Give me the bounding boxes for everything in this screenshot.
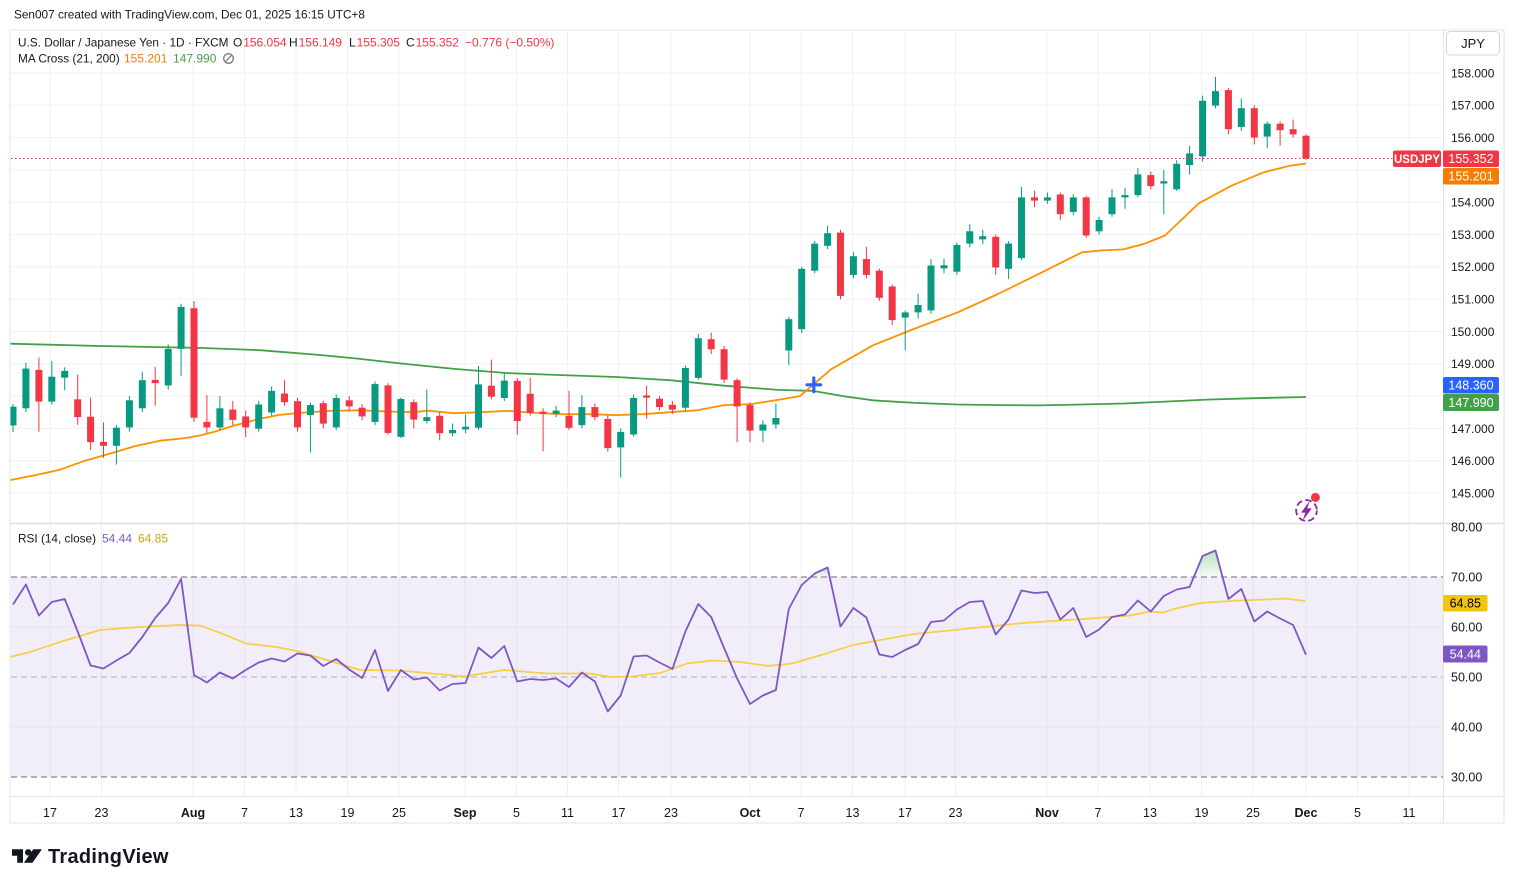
svg-text:149.000: 149.000 bbox=[1451, 357, 1495, 371]
svg-text:−0.776 (−0.50%): −0.776 (−0.50%) bbox=[465, 36, 554, 50]
svg-text:13: 13 bbox=[289, 806, 303, 820]
svg-text:64.85: 64.85 bbox=[138, 532, 168, 546]
svg-text:155.201: 155.201 bbox=[1448, 170, 1493, 184]
svg-text:148.360: 148.360 bbox=[1448, 379, 1493, 393]
svg-text:54.44: 54.44 bbox=[1450, 647, 1481, 661]
svg-text:17: 17 bbox=[43, 806, 57, 820]
svg-text:TradingView: TradingView bbox=[48, 846, 169, 868]
svg-text:23: 23 bbox=[664, 806, 678, 820]
svg-text:147.000: 147.000 bbox=[1451, 422, 1495, 436]
svg-text:152.000: 152.000 bbox=[1451, 260, 1495, 274]
svg-text:7: 7 bbox=[798, 806, 805, 820]
svg-text:Nov: Nov bbox=[1035, 806, 1059, 820]
svg-text:5: 5 bbox=[1354, 806, 1361, 820]
svg-text:54.44: 54.44 bbox=[102, 532, 132, 546]
svg-text:147.990: 147.990 bbox=[173, 52, 217, 66]
svg-text:155.352: 155.352 bbox=[416, 36, 460, 50]
svg-text:151.000: 151.000 bbox=[1451, 293, 1495, 307]
svg-text:154.000: 154.000 bbox=[1451, 196, 1495, 210]
svg-text:155.201: 155.201 bbox=[124, 52, 168, 66]
svg-text:17: 17 bbox=[898, 806, 912, 820]
svg-text:RSI (14, close): RSI (14, close) bbox=[18, 532, 96, 546]
svg-text:Sep: Sep bbox=[454, 806, 477, 820]
svg-text:23: 23 bbox=[949, 806, 963, 820]
svg-text:156.054: 156.054 bbox=[243, 36, 287, 50]
svg-text:60.00: 60.00 bbox=[1451, 621, 1482, 635]
svg-text:50.00: 50.00 bbox=[1451, 671, 1482, 685]
svg-text:155.305: 155.305 bbox=[357, 36, 401, 50]
svg-text:Dec: Dec bbox=[1295, 806, 1318, 820]
svg-text:19: 19 bbox=[341, 806, 355, 820]
svg-text:U.S. Dollar / Japanese Yen · 1: U.S. Dollar / Japanese Yen · 1D · FXCM bbox=[18, 36, 228, 50]
svg-text:80.00: 80.00 bbox=[1451, 521, 1482, 535]
svg-text:157.000: 157.000 bbox=[1451, 99, 1495, 113]
svg-text:145.000: 145.000 bbox=[1451, 486, 1495, 500]
svg-text:153.000: 153.000 bbox=[1451, 228, 1495, 242]
svg-text:USDJPY: USDJPY bbox=[1394, 154, 1440, 166]
svg-text:11: 11 bbox=[561, 806, 574, 820]
svg-text:156.149: 156.149 bbox=[299, 36, 343, 50]
svg-text:40.00: 40.00 bbox=[1451, 721, 1482, 735]
svg-text:O: O bbox=[233, 36, 242, 50]
svg-text:7: 7 bbox=[1095, 806, 1102, 820]
svg-text:MA Cross (21, 200): MA Cross (21, 200) bbox=[18, 52, 120, 66]
svg-text:19: 19 bbox=[1195, 806, 1209, 820]
svg-text:25: 25 bbox=[1246, 806, 1260, 820]
svg-text:13: 13 bbox=[846, 806, 860, 820]
svg-text:70.00: 70.00 bbox=[1451, 571, 1482, 585]
svg-text:30.00: 30.00 bbox=[1451, 771, 1482, 785]
svg-text:23: 23 bbox=[95, 806, 109, 820]
svg-text:C: C bbox=[406, 36, 415, 50]
svg-text:155.352: 155.352 bbox=[1448, 152, 1493, 166]
svg-text:L: L bbox=[349, 36, 356, 50]
svg-text:JPY: JPY bbox=[1461, 36, 1485, 51]
svg-text:17: 17 bbox=[612, 806, 626, 820]
svg-text:11: 11 bbox=[1403, 806, 1416, 820]
svg-text:Sen007 created with TradingVie: Sen007 created with TradingView.com, Dec… bbox=[14, 8, 365, 22]
svg-text:146.000: 146.000 bbox=[1451, 454, 1495, 468]
svg-text:64.85: 64.85 bbox=[1450, 597, 1481, 611]
svg-text:H: H bbox=[289, 36, 298, 50]
svg-text:156.000: 156.000 bbox=[1451, 131, 1495, 145]
svg-text:Aug: Aug bbox=[181, 806, 205, 820]
svg-text:Oct: Oct bbox=[740, 806, 762, 820]
svg-text:7: 7 bbox=[241, 806, 248, 820]
svg-text:147.990: 147.990 bbox=[1448, 396, 1493, 410]
svg-text:25: 25 bbox=[392, 806, 406, 820]
svg-text:150.000: 150.000 bbox=[1451, 325, 1495, 339]
svg-text:13: 13 bbox=[1143, 806, 1157, 820]
svg-text:5: 5 bbox=[513, 806, 520, 820]
svg-text:158.000: 158.000 bbox=[1451, 66, 1495, 80]
